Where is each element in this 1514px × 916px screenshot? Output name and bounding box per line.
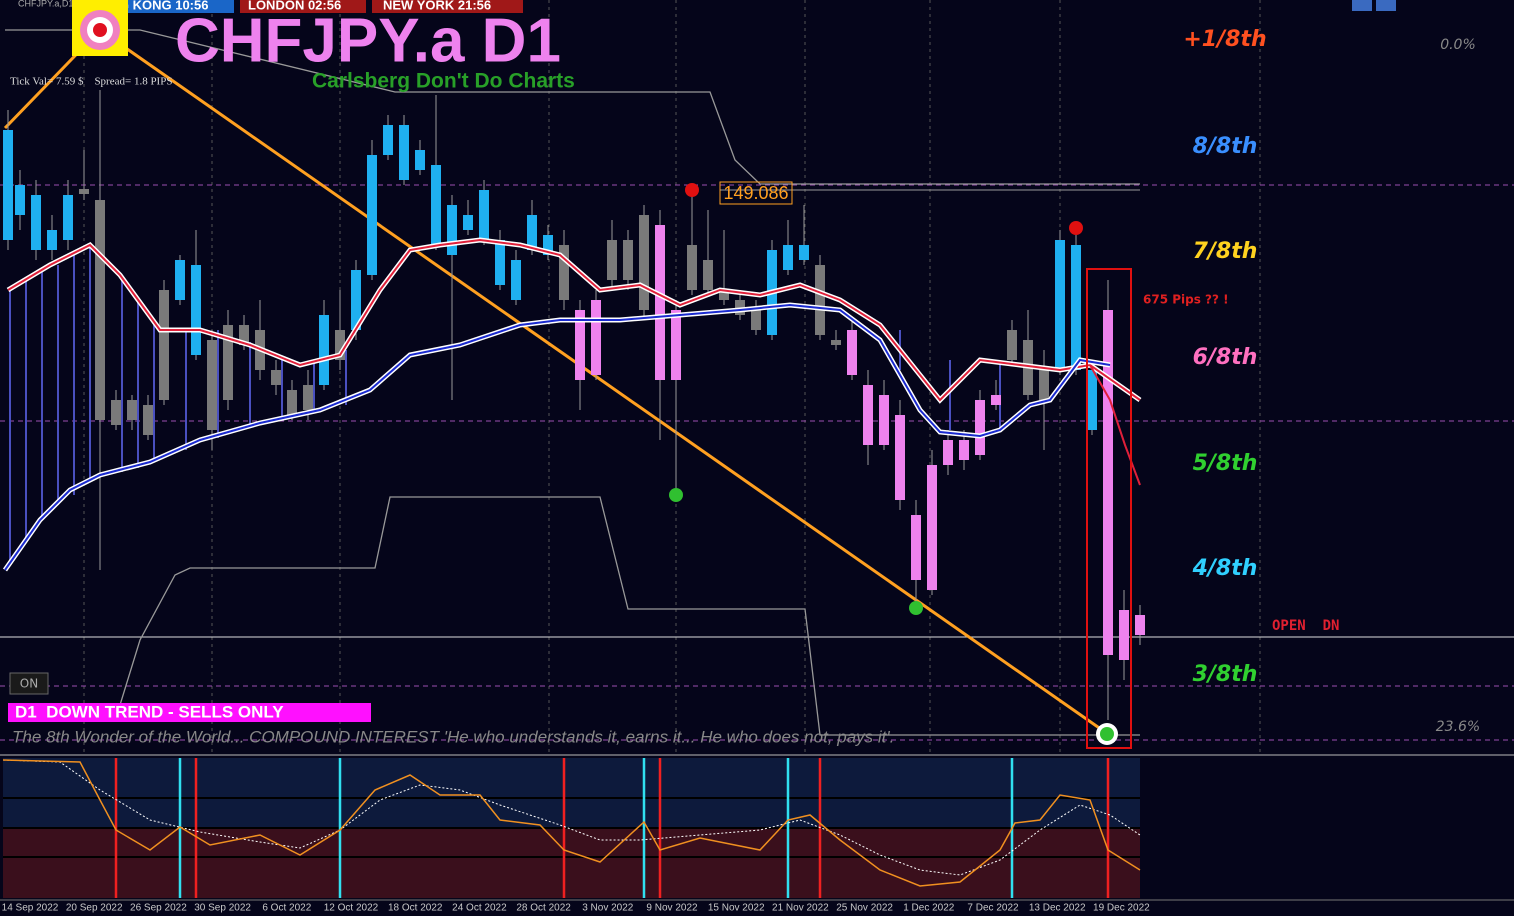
sell-signal [1069, 221, 1083, 235]
price-label: 149.086 [723, 183, 788, 203]
ma-histogram [9, 248, 1001, 560]
window-title: CHFJPY.a,D1 [18, 0, 73, 8]
date-label: 12 Oct 2022 [324, 903, 379, 914]
subtitle: Carlsberg Don't Do Charts [312, 70, 575, 93]
on-button[interactable] [9, 672, 49, 695]
info: Tick Val= 7.59 $ Spread= 1.8 PIPS [10, 76, 172, 88]
buy-signal [1100, 727, 1114, 741]
murrey-label: 8/8th [1193, 134, 1258, 159]
target-center [93, 23, 107, 37]
date-label: 25 Nov 2022 [836, 903, 893, 914]
fib-label: 0.0% [1440, 37, 1476, 53]
indicator-levels [3, 797, 1140, 858]
open-annotation: OPEN DN [1272, 618, 1339, 634]
murrey-label: 5/8th [1193, 451, 1258, 476]
clock: NEW YORK 21:56 [383, 0, 491, 12]
clock-bg [240, 0, 366, 13]
date-label: 9 Nov 2022 [646, 903, 698, 914]
murrey-label: 6/8th [1193, 345, 1258, 370]
trend-banner: D1 DOWN TREND - SELLS ONLY [15, 702, 284, 721]
fib-label: 23.6% [1436, 719, 1480, 735]
date-label: 28 Oct 2022 [516, 903, 571, 914]
window-button[interactable] [1352, 0, 1372, 11]
murrey-label: +1/8th [1183, 27, 1266, 52]
date-label: 20 Sep 2022 [66, 903, 123, 914]
murrey-label: 3/8th [1193, 662, 1258, 687]
trend-banner-bg [8, 703, 371, 722]
envelope-bottom [119, 496, 1140, 736]
ma-fast-2 [1089, 364, 1141, 486]
on-button-label[interactable]: ON [20, 677, 38, 691]
date-label: 30 Sep 2022 [194, 903, 251, 914]
quote: The 8th Wonder of the World... COMPOUND … [12, 727, 894, 746]
date-label: 18 Oct 2022 [388, 903, 443, 914]
date-label: 1 Dec 2022 [903, 903, 955, 914]
price-box [719, 181, 793, 205]
pips-annotation: 675 Pips ?? ! [1143, 293, 1229, 307]
sell-signal [685, 183, 699, 197]
date-label: 13 Dec 2022 [1029, 903, 1086, 914]
date-label: 24 Oct 2022 [452, 903, 507, 914]
window-close[interactable] [1376, 0, 1396, 11]
date-label: 15 Nov 2022 [708, 903, 765, 914]
date-label: 21 Nov 2022 [772, 903, 829, 914]
date-label: 3 Nov 2022 [582, 903, 634, 914]
date-axis-labels: 14 Sep 2022 20 Sep 2022 26 Sep 2022 30 Sep … [2, 903, 1151, 914]
clock: LONDON 02:56 [248, 0, 341, 12]
date-label: 19 Dec 2022 [1093, 903, 1150, 914]
indicator-cross-up [178, 758, 1014, 898]
highlight-box [1086, 268, 1132, 749]
murrey-label: 4/8th [1192, 556, 1258, 581]
indicator-lower-zone [3, 828, 1140, 898]
murrey-label: 7/8th [1193, 239, 1258, 264]
date-label: 26 Sep 2022 [130, 903, 187, 914]
ma-slow [4, 303, 1111, 571]
buy-signal [909, 601, 923, 615]
murrey-lines [0, 184, 1514, 741]
title: CHFJPY.a D1 [175, 6, 561, 75]
bear-candles [575, 225, 1145, 660]
ma-fast [7, 238, 1141, 402]
indicator-line [2, 759, 1141, 887]
date-label: 7 Dec 2022 [967, 903, 1019, 914]
clock-bg [372, 0, 523, 13]
indicator-cross-down [114, 758, 1110, 898]
buy-signal [669, 488, 683, 502]
date-label: 6 Oct 2022 [262, 903, 311, 914]
date-label: 14 Sep 2022 [2, 903, 59, 914]
indicator-upper-zone [3, 758, 1140, 828]
